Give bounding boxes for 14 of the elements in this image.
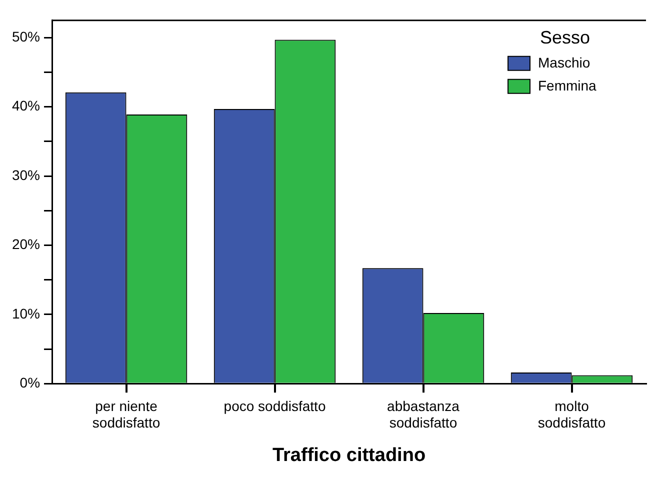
x-tick-label: per niente soddisfatto [92, 398, 160, 431]
y-tick-label: 20% [12, 236, 40, 252]
y-tick-label: 40% [12, 98, 40, 114]
y-tick-label: 30% [12, 166, 40, 183]
legend-title: Sesso [540, 27, 590, 48]
x-tick-label: molto soddisfatto [538, 398, 606, 431]
x-tick-label: poco soddisfatto [224, 398, 326, 414]
y-tick-label: 0% [20, 374, 40, 390]
x-axis-title: Traffico cittadino [272, 444, 426, 466]
x-tick-label: abbastanza soddisfatto [387, 398, 460, 431]
y-tick-label: 10% [12, 305, 40, 322]
y-tick-label: 50% [12, 28, 40, 45]
legend-label: Maschio [538, 54, 590, 70]
legend-label: Femmina [538, 77, 597, 94]
